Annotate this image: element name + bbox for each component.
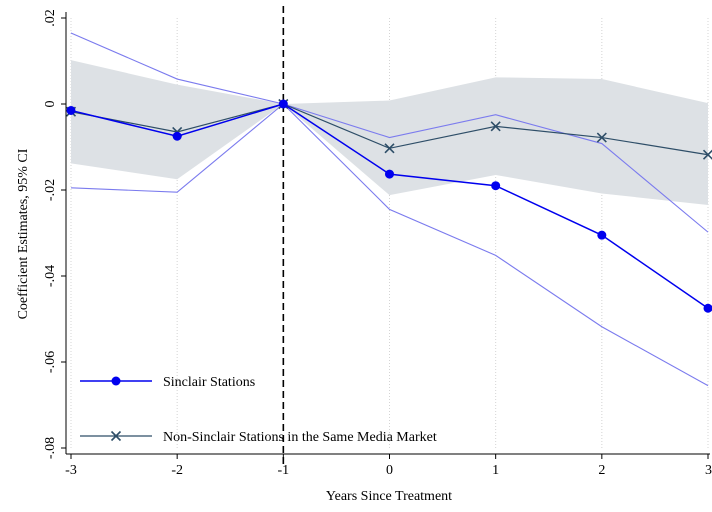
legend: Sinclair Stations Non-Sinclair Stations … xyxy=(80,375,437,445)
x-tick-label-6: 3 xyxy=(705,463,712,478)
legend-swatch-marker-sinclair xyxy=(111,376,121,386)
point-non-sinclair-6 xyxy=(702,149,712,160)
y-tick-label-5: .02 xyxy=(43,9,58,27)
y-axis-title: Coefficient Estimates, 95% CI xyxy=(16,148,31,319)
ci-band-non-sinclair xyxy=(71,60,708,206)
ci-lines-layer xyxy=(70,32,709,387)
x-tick-label-0: -3 xyxy=(65,463,77,478)
point-non-sinclair-4 xyxy=(490,121,501,132)
y-tick-label-4: 0 xyxy=(43,101,58,108)
x-tick-label-2: -1 xyxy=(277,463,289,478)
ci-line-sinclair-lower xyxy=(70,103,709,387)
legend-item-non-sinclair: Non-Sinclair Stations in the Same Media … xyxy=(80,430,437,445)
point-sinclair-4 xyxy=(491,181,501,191)
y-tick-label-3: -.02 xyxy=(43,179,58,201)
ci-line-sinclair-upper xyxy=(70,32,709,233)
point-non-sinclair-3 xyxy=(384,143,395,154)
legend-label-sinclair: Sinclair Stations xyxy=(163,375,255,390)
x-tick-label-3: 0 xyxy=(386,463,393,478)
tick-layer: -.08 -.06 -.04 -.02 0 .02 -3 -2 -1 0 1 2 3 xyxy=(43,9,712,478)
point-sinclair-5 xyxy=(597,230,607,240)
point-non-sinclair-5 xyxy=(596,132,607,143)
point-sinclair-6 xyxy=(703,303,712,313)
ci-band-layer xyxy=(71,60,708,206)
point-sinclair-3 xyxy=(385,169,394,179)
x-axis-title: Years Since Treatment xyxy=(326,489,452,504)
x-tick-label-4: 1 xyxy=(492,463,499,478)
x-tick-label-1: -2 xyxy=(171,463,183,478)
axes-layer xyxy=(65,12,710,455)
point-sinclair-1 xyxy=(172,131,182,141)
y-tick-label-2: -.04 xyxy=(43,265,58,287)
legend-swatch-marker-non-sinclair xyxy=(110,430,122,442)
legend-item-sinclair: Sinclair Stations xyxy=(80,375,255,390)
x-tick-label-5: 2 xyxy=(598,463,605,478)
y-tick-label-1: -.06 xyxy=(43,351,58,373)
point-sinclair-2 xyxy=(278,99,288,109)
legend-label-non-sinclair: Non-Sinclair Stations in the Same Media … xyxy=(163,430,437,445)
series-layer xyxy=(65,98,712,313)
y-tick-label-0: -.08 xyxy=(43,437,58,459)
point-sinclair-0 xyxy=(66,105,76,115)
